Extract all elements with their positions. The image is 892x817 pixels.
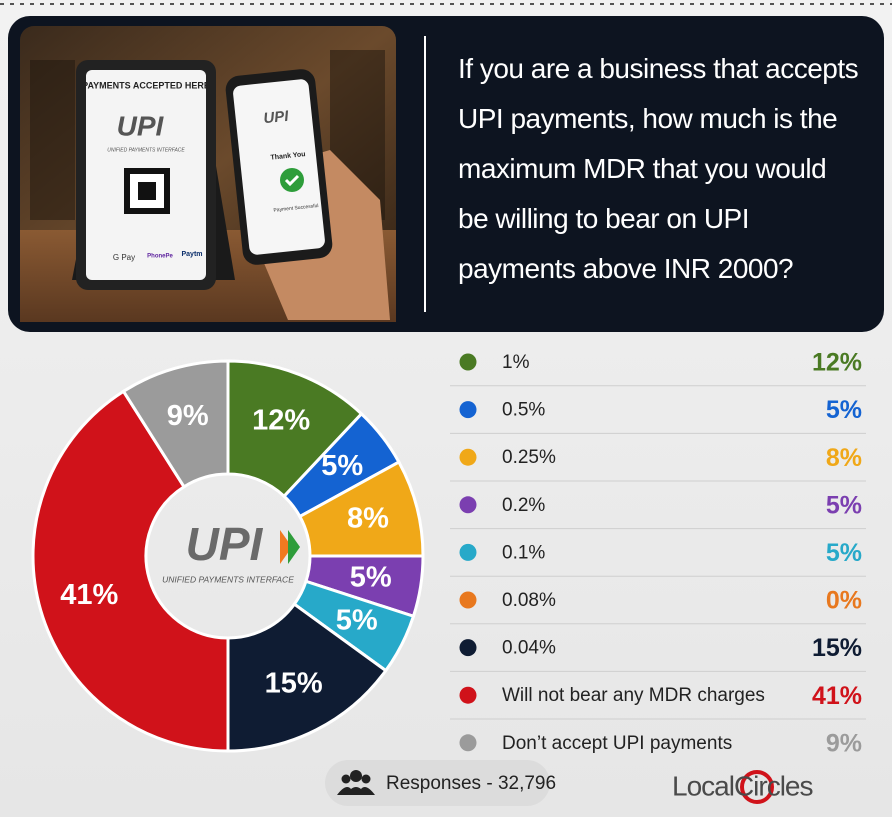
legend-value: 5% [826,491,862,519]
legend-value: 0% [826,587,862,615]
phone-screen [233,79,325,255]
donut-slice [226,602,388,753]
legend-marker [459,543,477,561]
legend-value: 5% [826,396,862,424]
legend-marker [459,591,477,609]
people-icon [337,770,375,795]
legend-label: Don’t accept UPI payments [502,733,732,754]
phone-logo: UPI [263,108,290,128]
logo-arrow-orange [280,530,292,564]
logo-arrow-green [288,530,300,564]
legend-label: 0.04% [502,638,556,659]
legend-label: 0.5% [502,400,545,421]
sign-caption: UNIFIED PAYMENTS INTERFACE [107,147,185,153]
donut: 12% 5% 8% 5% 5% 15% 41% 9% UPI UNIFIED PAYMENTS I… [31,359,425,753]
legend-label: 0.2% [502,495,545,516]
brand-circle [740,770,774,804]
legend-marker [459,496,477,514]
slice-label: 15% [265,667,323,699]
question: If you are a business that accepts UPI p… [458,53,859,284]
gpay: G Pay [113,253,135,262]
legend-marker [459,401,477,419]
legend-label: 0.08% [502,590,556,611]
legend-value: 12% [812,349,862,377]
slice-label: 5% [321,450,363,482]
legend-marker [459,353,477,371]
legend-label: Will not bear any MDR charges [502,685,765,706]
slice-label: 41% [60,579,118,611]
legend-value: 15% [812,634,862,662]
legend-label: 0.1% [502,542,545,563]
slice-label: 8% [347,503,389,535]
slice-label: 9% [167,400,209,432]
legend-label: 1% [502,352,530,373]
slice-label: 12% [252,404,310,436]
responses-pill [325,760,550,806]
legend-marker [459,448,477,466]
legend-value: 5% [826,539,862,567]
phonepe: PhonePe [147,254,173,260]
slice-label: 5% [336,604,378,636]
donut-slice [121,359,230,489]
responses: Responses - 32,796 [386,773,556,794]
qr-center [138,182,156,200]
payment-status: Payment Successful [273,203,319,214]
center-logo: UPI [186,518,264,570]
slice-label: 5% [350,561,392,593]
legend-marker [459,734,477,752]
legend-value: 9% [826,729,862,757]
thank-you: Thank You [270,151,306,162]
legend-value: 41% [812,682,862,710]
legend-value: 8% [826,444,862,472]
legend-marker [459,686,477,704]
legend-label: 0.25% [502,447,556,468]
legend: 1% 12% 0.5% 5% 0.25% 8% 0.2% 5% 0.1% 5% 0.08% 0% 0.0… [450,349,866,757]
success-check [284,174,300,187]
sign-title: PAYMENTS ACCEPTED HERE [82,80,210,90]
center-caption: UNIFIED PAYMENTS INTERFACE [162,574,294,584]
legend-marker [459,639,477,657]
sign-logo: UPI [117,110,165,141]
paytm: Paytm [181,251,202,258]
brand: LocalCircles [672,770,813,801]
